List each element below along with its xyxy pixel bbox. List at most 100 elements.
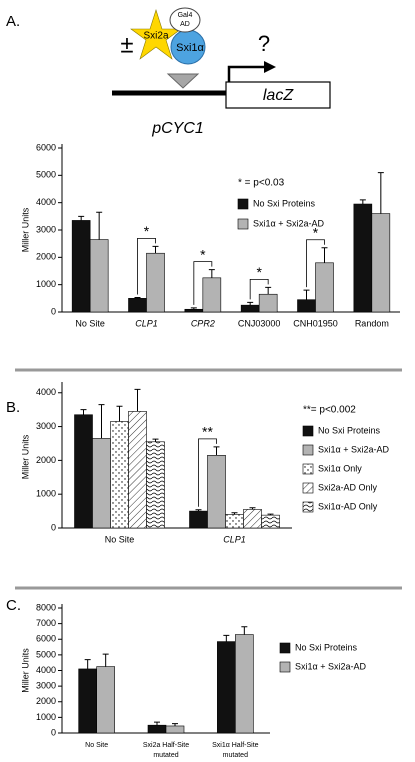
arrow-head xyxy=(264,61,276,73)
significance-bracket xyxy=(198,438,217,507)
panel-label: A. xyxy=(6,13,20,30)
x-tick-label: CPR2 xyxy=(191,318,215,328)
legend-swatch xyxy=(279,661,291,673)
bar xyxy=(202,277,222,313)
plusminus: ± xyxy=(120,31,133,58)
bar xyxy=(71,220,91,313)
legend-swatch xyxy=(237,218,249,230)
y-tick-label: 2000 xyxy=(36,252,56,262)
x-tick-label: CLP1 xyxy=(223,534,246,544)
error-bar xyxy=(102,653,109,667)
bar xyxy=(96,666,115,734)
y-tick-label: 4000 xyxy=(36,387,56,397)
error-bar xyxy=(267,513,274,516)
error-bar xyxy=(231,512,238,515)
x-tick-label: CNH01950 xyxy=(293,318,338,328)
error-bar xyxy=(80,409,87,415)
significance-label: * xyxy=(144,223,150,239)
error-bar xyxy=(78,215,85,221)
y-tick-label: 3000 xyxy=(36,421,56,431)
error-bar xyxy=(195,509,202,512)
x-tick-label: CLP1 xyxy=(135,318,158,328)
y-tick-label: 0 xyxy=(51,306,56,316)
bar xyxy=(92,438,111,529)
legend-swatch xyxy=(279,642,291,654)
significance-label: * xyxy=(313,224,319,240)
error-bar xyxy=(98,404,105,439)
error-bar xyxy=(134,297,141,299)
y-axis-label: Miller Units xyxy=(20,434,30,479)
x-tick-label: No Site xyxy=(75,318,105,328)
legend-label: Sxi2a-AD Only xyxy=(318,482,378,492)
panel-label: C. xyxy=(6,597,21,614)
error-bar xyxy=(134,388,141,412)
bar xyxy=(261,514,280,529)
y-tick-label: 6000 xyxy=(36,634,56,644)
y-tick-label: 1000 xyxy=(36,712,56,722)
legend-swatch xyxy=(302,444,314,456)
significance-bracket xyxy=(193,261,213,305)
error-bar xyxy=(241,626,248,635)
legend-swatch xyxy=(302,425,314,437)
legend-swatch xyxy=(237,198,249,210)
legend-label: No Sxi Proteins xyxy=(253,198,316,208)
error-bar xyxy=(152,245,159,254)
error-bar xyxy=(359,199,366,205)
y-tick-label: 2000 xyxy=(36,696,56,706)
gene-label: lacZ xyxy=(263,87,294,104)
bar xyxy=(353,203,373,313)
oval xyxy=(169,7,201,33)
oval-label: Gal4 xyxy=(178,12,193,19)
y-tick-label: 8000 xyxy=(36,602,56,612)
significance-label: * xyxy=(256,264,262,280)
bar xyxy=(258,293,278,313)
legend-label: Sxi1α + Sxi2a-AD xyxy=(295,661,366,671)
bar xyxy=(74,414,93,529)
significance-bracket xyxy=(306,239,325,288)
significance-bracket xyxy=(249,279,269,300)
legend-label: Sxi1α + Sxi2a-AD xyxy=(253,218,324,228)
bar xyxy=(297,299,316,313)
y-tick-label: 3000 xyxy=(36,681,56,691)
legend-label: Sxi1α-AD Only xyxy=(318,501,378,511)
bar xyxy=(89,239,109,313)
bar xyxy=(243,509,262,529)
legend-swatch xyxy=(302,482,314,494)
y-tick-label: 7000 xyxy=(36,618,56,628)
error-bar xyxy=(84,659,91,669)
y-tick-label: 0 xyxy=(51,727,56,737)
diagram: Sxi2a Gal4 AD Sxi1α ± ? lacZ pCYC1 xyxy=(112,7,331,137)
bar xyxy=(146,252,165,313)
legend-label: No Sxi Proteins xyxy=(295,642,358,652)
legend-label: No Sxi Proteins xyxy=(318,425,381,435)
legend-label: Sxi1α + Sxi2a-AD xyxy=(318,444,389,454)
bar xyxy=(235,634,254,734)
y-tick-label: 3000 xyxy=(36,224,56,234)
bar xyxy=(184,308,204,313)
error-bar xyxy=(223,634,230,642)
bar xyxy=(78,668,97,734)
legend-note: **= p<0.002 xyxy=(303,405,356,416)
binding-site xyxy=(166,73,200,89)
error-bar xyxy=(377,172,384,214)
bar xyxy=(128,298,147,313)
bar xyxy=(147,724,167,734)
oval-label: AD xyxy=(180,21,190,28)
y-tick-label: 5000 xyxy=(36,170,56,180)
star-label: Sxi2a xyxy=(143,31,168,42)
error-bar xyxy=(303,289,310,300)
y-tick-label: 4000 xyxy=(36,665,56,675)
bar xyxy=(207,455,226,529)
bar xyxy=(217,641,236,734)
bar xyxy=(371,213,391,313)
bar xyxy=(165,725,185,734)
error-bar xyxy=(190,307,197,310)
y-tick-label: 1000 xyxy=(36,279,56,289)
gene-box xyxy=(225,81,331,109)
legend-label: Sxi1α Only xyxy=(318,463,362,473)
y-tick-label: 0 xyxy=(51,522,56,532)
x-tick-label: No Site xyxy=(105,534,135,544)
bar xyxy=(146,441,165,529)
significance-label: * xyxy=(200,246,206,262)
x-tick-label: Random xyxy=(355,318,389,328)
